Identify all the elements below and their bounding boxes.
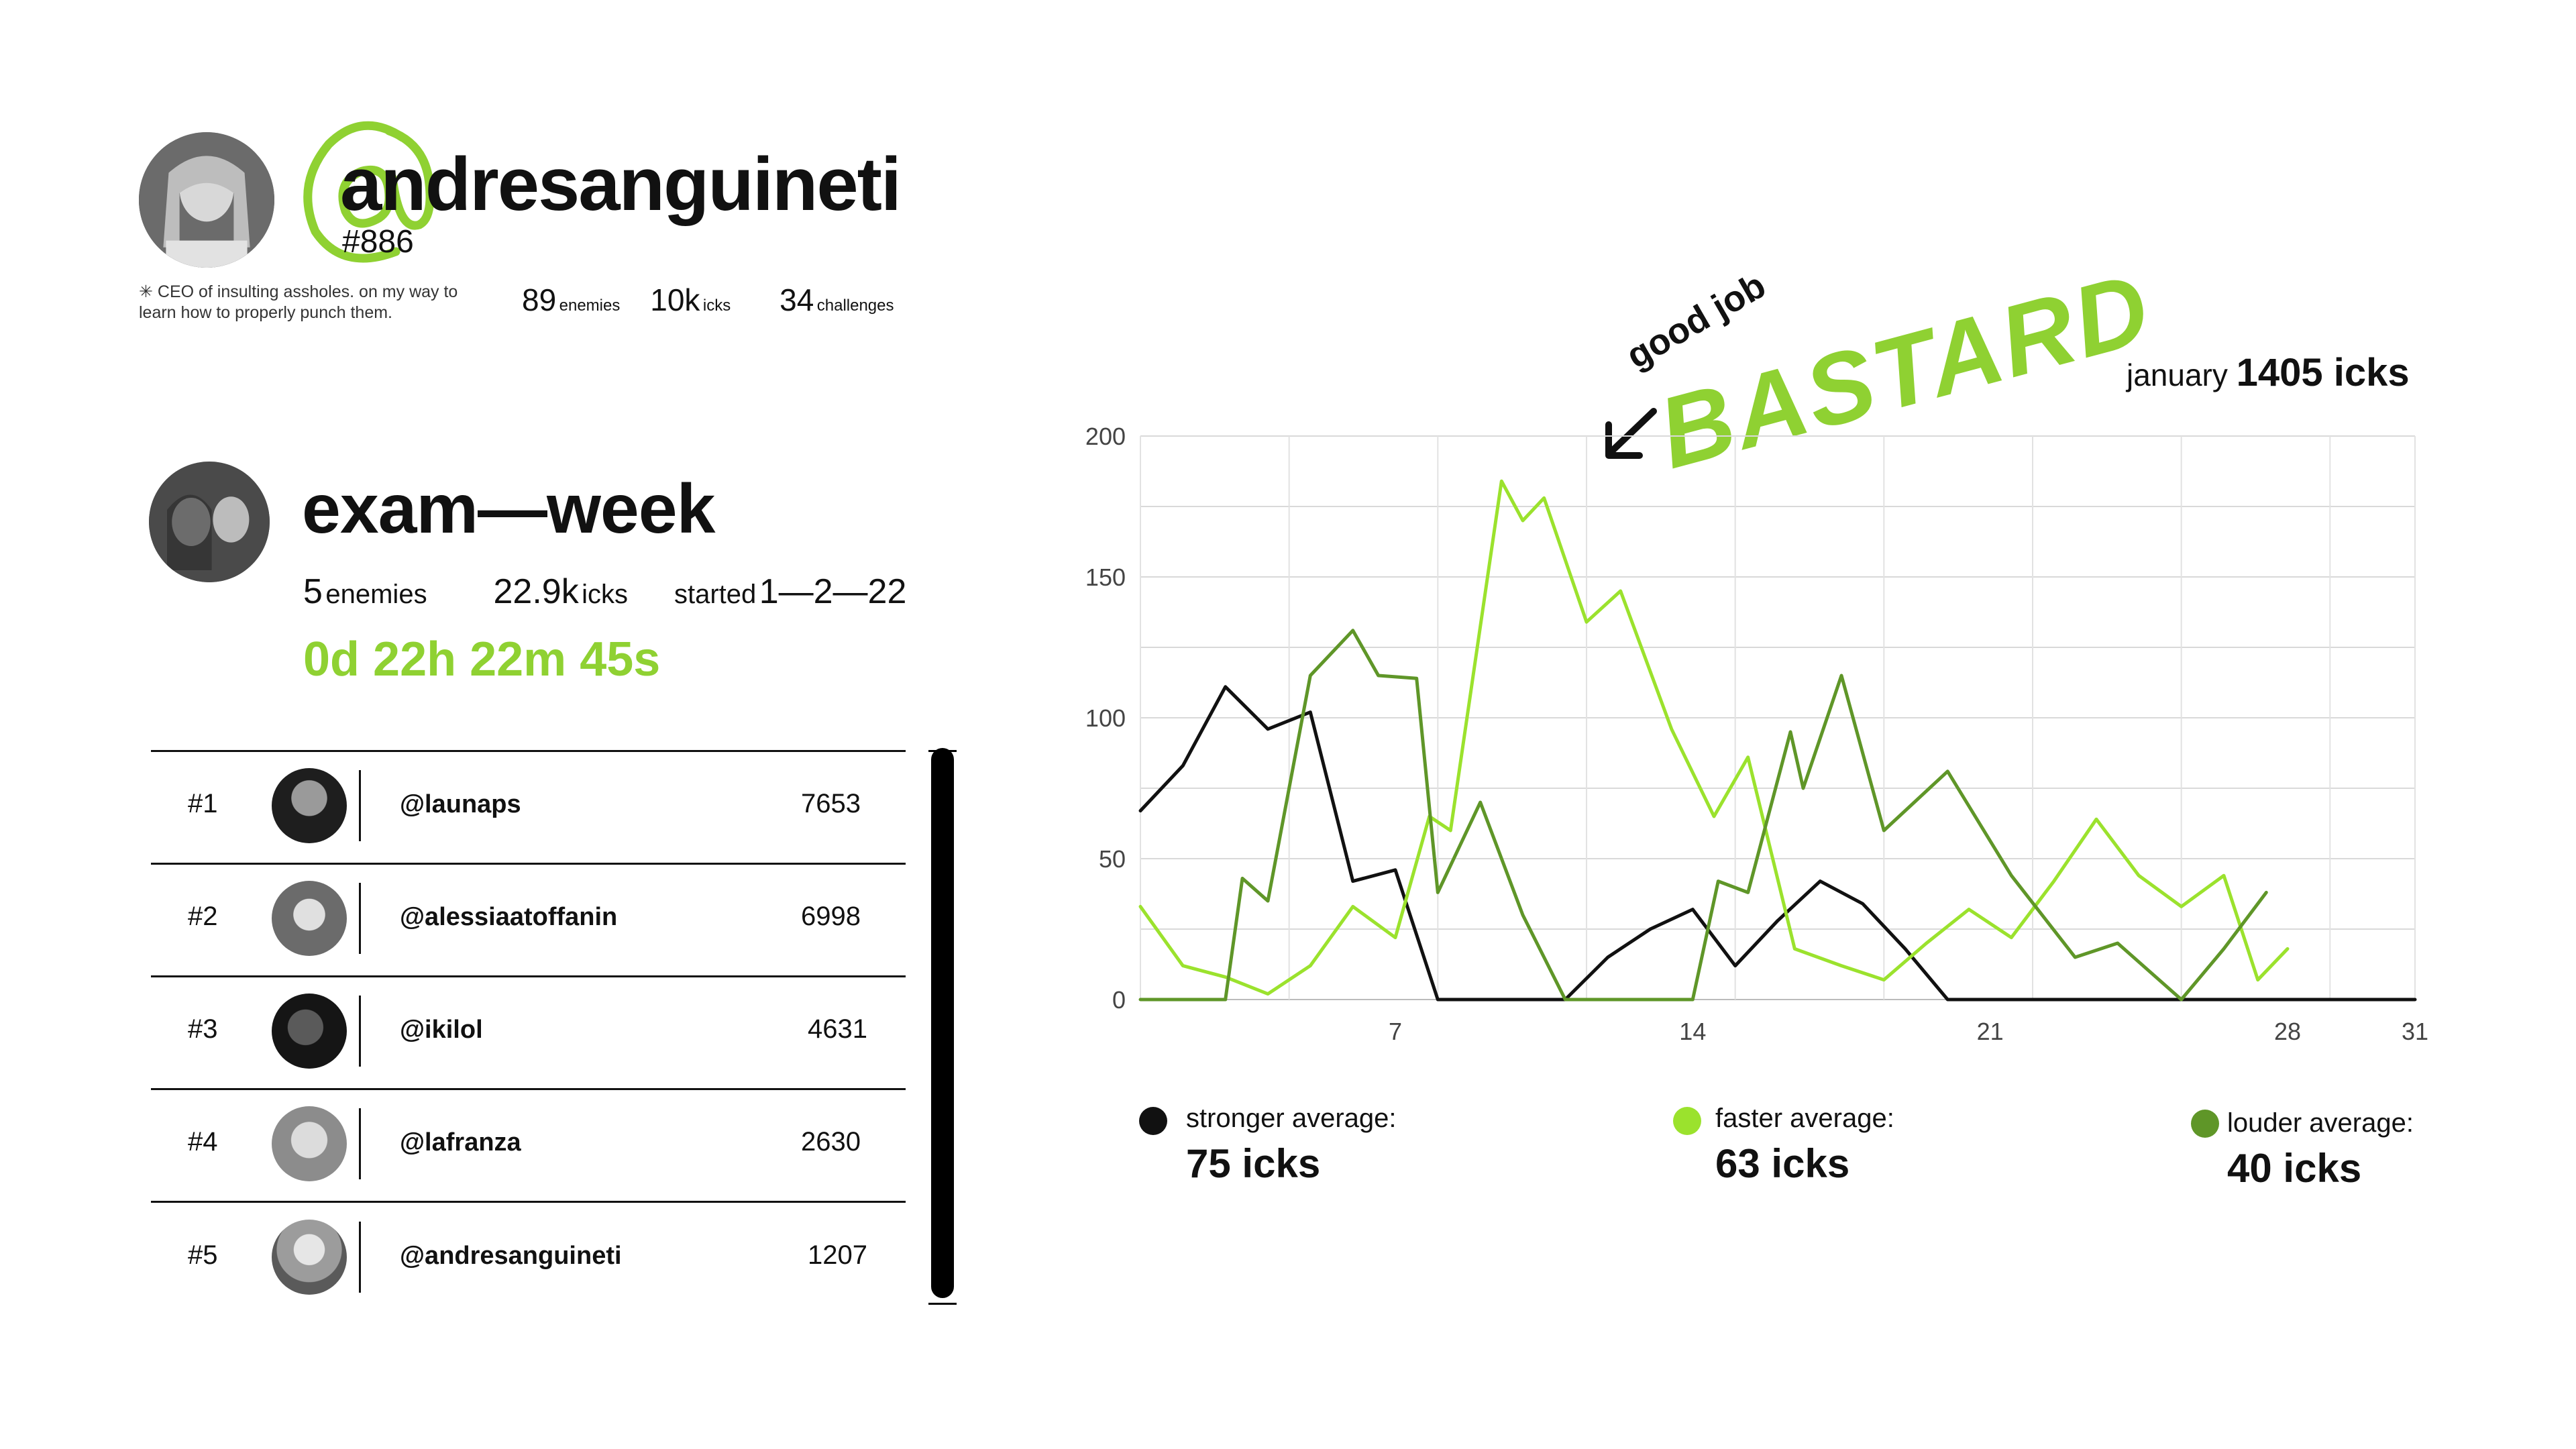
- leaderboard-rank: #3: [188, 1014, 218, 1044]
- x-tick-label: 21: [1977, 1018, 2004, 1045]
- leaderboard-username[interactable]: @ikilol: [400, 1016, 483, 1044]
- x-tick-label: 14: [1679, 1018, 1706, 1045]
- leaderboard-username[interactable]: @lafranza: [400, 1128, 521, 1157]
- leaderboard-divider: [151, 750, 906, 752]
- chart-x-axis: 7 14 21 28 31: [1389, 1018, 2428, 1045]
- y-tick-label: 50: [1099, 845, 1126, 873]
- legend-dot-stronger: [1139, 1107, 1167, 1135]
- group-icks-value: 22.9k: [493, 572, 579, 611]
- chart-title-month: january: [2127, 358, 2228, 392]
- leaderboard-score: 7653: [801, 789, 861, 818]
- chart-title-total: 1405 icks: [2236, 351, 2410, 394]
- leaderboard-score: 1207: [808, 1240, 867, 1270]
- legend-value-stronger: 75 icks: [1186, 1141, 1321, 1186]
- x-tick-label: 7: [1389, 1018, 1402, 1045]
- stat-icks-value: 10k: [650, 282, 700, 317]
- chart-title: january 1405 icks: [2127, 350, 2410, 395]
- leaderboard-separator: [359, 996, 361, 1067]
- stat-enemies-label: enemies: [559, 297, 621, 315]
- leaderboard-avatar[interactable]: [272, 1220, 347, 1295]
- profile-avatar[interactable]: [139, 132, 274, 268]
- group-avatar-photo: [149, 462, 270, 582]
- stat-icks-label: icks: [702, 297, 731, 315]
- profile-avatar-photo: [139, 132, 274, 268]
- leaderboard-separator: [359, 1108, 361, 1179]
- leaderboard-username[interactable]: @andresanguineti: [400, 1242, 622, 1270]
- scrollbar-cap-top: [928, 750, 957, 752]
- group-avatar[interactable]: [149, 462, 270, 582]
- leaderboard-rank: #1: [188, 789, 218, 818]
- legend-label-stronger: stronger average:: [1186, 1104, 1397, 1133]
- leaderboard-username[interactable]: @alessiaatoffanin: [400, 903, 618, 931]
- profile-tag: #886: [342, 224, 414, 260]
- legend-label-louder: louder average:: [2227, 1108, 2414, 1138]
- x-tick-label: 31: [2402, 1018, 2428, 1045]
- legend-dot-louder: [2191, 1110, 2219, 1138]
- group-meta: 5 enemies 22.9k icks started 1—2—22: [303, 572, 906, 612]
- chart-y-axis: 0 50 100 150 200: [1085, 423, 1126, 1014]
- group-enemies-label: enemies: [325, 580, 427, 609]
- chart-grid: [1140, 435, 2416, 1000]
- leaderboard-divider: [151, 975, 906, 977]
- ick-line-chart: 0 50 100 150 200 7 14 21 28 31: [1085, 423, 2428, 1045]
- legend-value-louder: 40 icks: [2227, 1146, 2362, 1191]
- leaderboard-divider: [151, 1201, 906, 1203]
- group-started-label: started: [674, 580, 757, 609]
- legend-value-faster: 63 icks: [1715, 1141, 1850, 1186]
- legend-dot-faster: [1673, 1107, 1701, 1135]
- y-tick-label: 150: [1085, 564, 1126, 591]
- profile-handle: andresanguineti: [340, 142, 902, 226]
- group-title: exam—week: [302, 470, 715, 548]
- leaderboard-avatar[interactable]: [272, 768, 347, 843]
- leaderboard-avatar[interactable]: [272, 881, 347, 956]
- legend-label-faster: faster average:: [1715, 1104, 1894, 1133]
- profile-bio: ✳ CEO of insulting assholes. on my way t…: [139, 282, 458, 322]
- y-tick-label: 200: [1085, 423, 1126, 450]
- profile-stats: 89 enemies 10k icks 34 challenges: [522, 282, 894, 318]
- group-timer: 0d 22h 22m 45s: [303, 633, 661, 686]
- at-scribble-icon: [303, 121, 435, 263]
- stat-challenges-label: challenges: [816, 297, 894, 315]
- leaderboard-separator: [359, 883, 361, 954]
- stat-challenges-value: 34: [780, 282, 814, 317]
- leaderboard-scrollbar[interactable]: [931, 748, 954, 1298]
- series-line-louder: [1138, 629, 2268, 1002]
- leaderboard-score: 6998: [801, 902, 861, 931]
- leaderboard-separator: [359, 770, 361, 841]
- leaderboard-rank: #4: [188, 1127, 218, 1157]
- leaderboard-score: 2630: [801, 1127, 861, 1157]
- group-started-value: 1—2—22: [759, 572, 907, 611]
- leaderboard-score: 4631: [808, 1014, 867, 1044]
- group-icks-label: icks: [582, 580, 629, 609]
- chart-series: [1138, 479, 2417, 1002]
- y-tick-label: 100: [1085, 704, 1126, 732]
- leaderboard-divider: [151, 1088, 906, 1090]
- group-enemies-value: 5: [303, 572, 323, 611]
- leaderboard-separator: [359, 1222, 361, 1293]
- arrow-down-left-icon: [1605, 408, 1657, 459]
- x-tick-label: 28: [2274, 1018, 2301, 1045]
- leaderboard-avatar[interactable]: [272, 1106, 347, 1181]
- stat-enemies-value: 89: [522, 282, 557, 317]
- leaderboard-username[interactable]: @launaps: [400, 790, 521, 818]
- y-tick-label: 0: [1112, 986, 1126, 1014]
- leaderboard-divider: [151, 863, 906, 865]
- series-line-faster: [1138, 479, 2290, 996]
- leaderboard-rank: #5: [188, 1240, 218, 1270]
- scrollbar-cap-bottom: [928, 1303, 957, 1305]
- series-line-stronger: [1138, 685, 2417, 1002]
- leaderboard-avatar[interactable]: [272, 994, 347, 1069]
- leaderboard-rank: #2: [188, 902, 218, 931]
